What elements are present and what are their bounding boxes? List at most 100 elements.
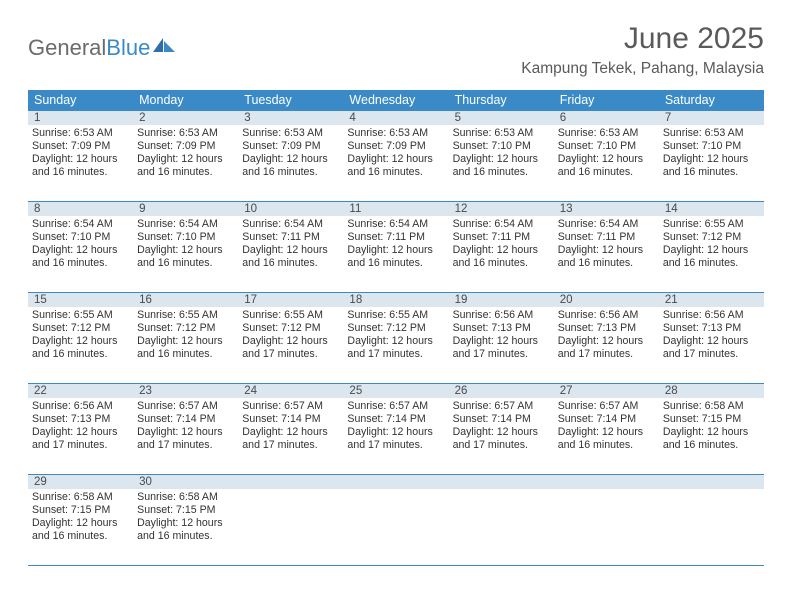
week-row: 2930 Sunrise: 6:58 AMSunset: 7:15 PMDayli… <box>28 475 764 566</box>
day-details: Sunrise: 6:57 AMSunset: 7:14 PMDaylight:… <box>137 400 234 452</box>
day-details: Sunrise: 6:57 AMSunset: 7:14 PMDaylight:… <box>558 400 655 452</box>
day-cell: Sunrise: 6:54 AMSunset: 7:11 PMDaylight:… <box>449 216 554 292</box>
day-details: Sunrise: 6:53 AMSunset: 7:10 PMDaylight:… <box>663 127 760 179</box>
weekday-wed: Wednesday <box>343 90 448 111</box>
weekday-mon: Monday <box>133 90 238 111</box>
week-content: Sunrise: 6:53 AMSunset: 7:09 PMDaylight:… <box>28 125 764 201</box>
day-cell: Sunrise: 6:57 AMSunset: 7:14 PMDaylight:… <box>449 398 554 474</box>
day-number: 28 <box>659 384 764 398</box>
weeks-container: 1234567 Sunrise: 6:53 AMSunset: 7:09 PMDa… <box>28 111 764 566</box>
day-cell: Sunrise: 6:53 AMSunset: 7:09 PMDaylight:… <box>238 125 343 201</box>
logo-sail-icon <box>153 34 175 56</box>
day-cell: Sunrise: 6:53 AMSunset: 7:09 PMDaylight:… <box>28 125 133 201</box>
day-cell: Sunrise: 6:54 AMSunset: 7:11 PMDaylight:… <box>554 216 659 292</box>
day-cell: Sunrise: 6:55 AMSunset: 7:12 PMDaylight:… <box>28 307 133 383</box>
day-number <box>238 475 343 489</box>
title-block: June 2025 Kampung Tekek, Pahang, Malaysi… <box>521 22 764 78</box>
calendar: Sunday Monday Tuesday Wednesday Thursday… <box>28 90 764 566</box>
day-cell <box>659 489 764 565</box>
day-number: 1 <box>28 111 133 125</box>
day-details: Sunrise: 6:54 AMSunset: 7:11 PMDaylight:… <box>347 218 444 270</box>
day-number: 12 <box>449 202 554 216</box>
week-row: 891011121314 Sunrise: 6:54 AMSunset: 7:10… <box>28 202 764 293</box>
logo-text-blue: Blue <box>106 34 175 59</box>
day-details: Sunrise: 6:58 AMSunset: 7:15 PMDaylight:… <box>32 491 129 543</box>
day-number: 9 <box>133 202 238 216</box>
day-details: Sunrise: 6:54 AMSunset: 7:11 PMDaylight:… <box>453 218 550 270</box>
day-details: Sunrise: 6:55 AMSunset: 7:12 PMDaylight:… <box>32 309 129 361</box>
weekday-header-row: Sunday Monday Tuesday Wednesday Thursday… <box>28 90 764 111</box>
day-number: 26 <box>449 384 554 398</box>
day-cell: Sunrise: 6:54 AMSunset: 7:11 PMDaylight:… <box>343 216 448 292</box>
day-cell: Sunrise: 6:57 AMSunset: 7:14 PMDaylight:… <box>238 398 343 474</box>
day-details: Sunrise: 6:54 AMSunset: 7:11 PMDaylight:… <box>558 218 655 270</box>
day-cell: Sunrise: 6:53 AMSunset: 7:10 PMDaylight:… <box>554 125 659 201</box>
calendar-page: GeneralBlue June 2025 Kampung Tekek, Pah… <box>0 0 792 566</box>
day-number: 7 <box>659 111 764 125</box>
day-number: 25 <box>343 384 448 398</box>
daynum-row: 1234567 <box>28 111 764 125</box>
day-number: 30 <box>133 475 238 489</box>
day-cell: Sunrise: 6:53 AMSunset: 7:09 PMDaylight:… <box>133 125 238 201</box>
day-number: 11 <box>343 202 448 216</box>
day-number: 16 <box>133 293 238 307</box>
day-details: Sunrise: 6:53 AMSunset: 7:09 PMDaylight:… <box>32 127 129 179</box>
logo-text-general: General <box>28 35 106 60</box>
day-number: 15 <box>28 293 133 307</box>
day-number: 6 <box>554 111 659 125</box>
day-number: 27 <box>554 384 659 398</box>
day-details: Sunrise: 6:57 AMSunset: 7:14 PMDaylight:… <box>453 400 550 452</box>
header: GeneralBlue June 2025 Kampung Tekek, Pah… <box>28 22 764 78</box>
day-number: 18 <box>343 293 448 307</box>
day-cell: Sunrise: 6:56 AMSunset: 7:13 PMDaylight:… <box>659 307 764 383</box>
weekday-sat: Saturday <box>659 90 764 111</box>
weekday-sun: Sunday <box>28 90 133 111</box>
day-cell: Sunrise: 6:56 AMSunset: 7:13 PMDaylight:… <box>449 307 554 383</box>
day-details: Sunrise: 6:53 AMSunset: 7:09 PMDaylight:… <box>242 127 339 179</box>
daynum-row: 15161718192021 <box>28 293 764 307</box>
day-cell: Sunrise: 6:55 AMSunset: 7:12 PMDaylight:… <box>343 307 448 383</box>
day-cell <box>449 489 554 565</box>
day-number: 10 <box>238 202 343 216</box>
day-cell: Sunrise: 6:57 AMSunset: 7:14 PMDaylight:… <box>133 398 238 474</box>
day-number: 8 <box>28 202 133 216</box>
day-details: Sunrise: 6:54 AMSunset: 7:11 PMDaylight:… <box>242 218 339 270</box>
day-details: Sunrise: 6:53 AMSunset: 7:10 PMDaylight:… <box>453 127 550 179</box>
logo: GeneralBlue <box>28 22 175 59</box>
daynum-row: 2930 <box>28 475 764 489</box>
weekday-tue: Tuesday <box>238 90 343 111</box>
weekday-thu: Thursday <box>449 90 554 111</box>
day-details: Sunrise: 6:58 AMSunset: 7:15 PMDaylight:… <box>137 491 234 543</box>
day-cell: Sunrise: 6:53 AMSunset: 7:09 PMDaylight:… <box>343 125 448 201</box>
day-details: Sunrise: 6:54 AMSunset: 7:10 PMDaylight:… <box>137 218 234 270</box>
week-row: 22232425262728Sunrise: 6:56 AMSunset: 7:… <box>28 384 764 475</box>
day-number <box>554 475 659 489</box>
day-number: 14 <box>659 202 764 216</box>
day-cell: Sunrise: 6:58 AMSunset: 7:15 PMDaylight:… <box>28 489 133 565</box>
day-cell: Sunrise: 6:54 AMSunset: 7:10 PMDaylight:… <box>28 216 133 292</box>
day-cell: Sunrise: 6:57 AMSunset: 7:14 PMDaylight:… <box>343 398 448 474</box>
day-details: Sunrise: 6:58 AMSunset: 7:15 PMDaylight:… <box>663 400 760 452</box>
day-details: Sunrise: 6:53 AMSunset: 7:09 PMDaylight:… <box>137 127 234 179</box>
day-cell: Sunrise: 6:55 AMSunset: 7:12 PMDaylight:… <box>659 216 764 292</box>
day-number: 13 <box>554 202 659 216</box>
day-details: Sunrise: 6:56 AMSunset: 7:13 PMDaylight:… <box>663 309 760 361</box>
day-cell: Sunrise: 6:54 AMSunset: 7:11 PMDaylight:… <box>238 216 343 292</box>
day-number: 29 <box>28 475 133 489</box>
week-content: Sunrise: 6:54 AMSunset: 7:10 PMDaylight:… <box>28 216 764 292</box>
day-cell <box>238 489 343 565</box>
day-number: 24 <box>238 384 343 398</box>
day-cell: Sunrise: 6:58 AMSunset: 7:15 PMDaylight:… <box>659 398 764 474</box>
day-cell: Sunrise: 6:58 AMSunset: 7:15 PMDaylight:… <box>133 489 238 565</box>
day-details: Sunrise: 6:54 AMSunset: 7:10 PMDaylight:… <box>32 218 129 270</box>
day-cell: Sunrise: 6:56 AMSunset: 7:13 PMDaylight:… <box>554 307 659 383</box>
day-details: Sunrise: 6:55 AMSunset: 7:12 PMDaylight:… <box>242 309 339 361</box>
week-content: Sunrise: 6:58 AMSunset: 7:15 PMDaylight:… <box>28 489 764 565</box>
day-cell <box>343 489 448 565</box>
day-details: Sunrise: 6:53 AMSunset: 7:09 PMDaylight:… <box>347 127 444 179</box>
day-number: 23 <box>133 384 238 398</box>
day-number: 2 <box>133 111 238 125</box>
daynum-row: 22232425262728 <box>28 384 764 398</box>
day-details: Sunrise: 6:53 AMSunset: 7:10 PMDaylight:… <box>558 127 655 179</box>
week-row: 1234567 Sunrise: 6:53 AMSunset: 7:09 PMDa… <box>28 111 764 202</box>
